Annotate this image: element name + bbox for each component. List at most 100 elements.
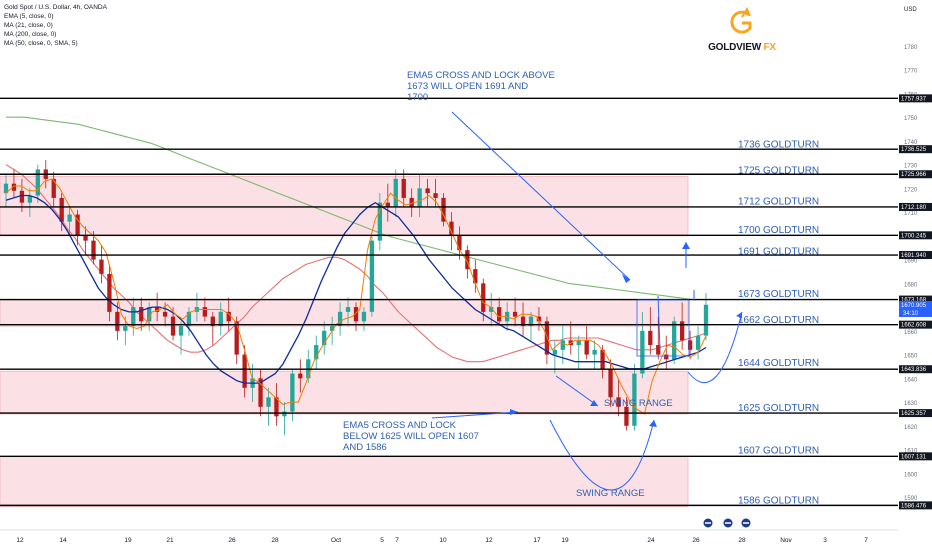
price-tag-value: 1757.937	[901, 96, 927, 102]
x-tick-label: 19	[124, 537, 132, 544]
price-tag-value: 1712.180	[901, 205, 927, 211]
symbol-title: Gold Spot / U.S. Dollar, 4h, OANDA	[4, 4, 107, 11]
indicator-ma21[interactable]: MA (21, close, 0)	[4, 22, 53, 29]
candle-body	[345, 307, 351, 312]
y-tick-label: 1610	[904, 449, 918, 455]
candle-body	[393, 178, 398, 208]
annotation-line: SWING RANGE	[576, 488, 645, 499]
zone-2	[0, 370, 689, 415]
candle-body	[624, 406, 629, 426]
level-label: 1607 GOLDTURN	[738, 446, 819, 457]
price-tag	[899, 365, 932, 374]
candle-body	[83, 235, 88, 241]
candle-body	[528, 316, 534, 327]
candle-body	[377, 202, 383, 241]
candle-body	[11, 183, 17, 191]
candle-body	[258, 378, 263, 407]
candle-body	[576, 340, 581, 346]
arrow-head	[510, 409, 518, 415]
y-axis-unit: USD	[904, 7, 917, 13]
annotation-line: 1700	[407, 92, 428, 103]
x-tick-label: 7	[395, 537, 399, 544]
candle-body	[35, 169, 40, 196]
candle-body	[298, 373, 303, 379]
price-tag	[899, 320, 932, 329]
candle-body	[687, 340, 693, 350]
level-label: 1625 GOLDTURN	[738, 403, 819, 414]
y-tick-label: 1730	[904, 164, 918, 170]
price-tag	[899, 452, 932, 461]
x-tick-label: 28	[738, 537, 746, 544]
candle-body	[632, 373, 637, 426]
candle-body	[489, 307, 494, 312]
y-tick-label: 1680	[904, 282, 918, 288]
price-tag-value: 1725.966	[901, 172, 927, 178]
x-tick-label: 14	[59, 537, 67, 544]
x-tick-label: 10	[439, 537, 447, 544]
candle-body	[75, 214, 80, 236]
price-tag	[899, 300, 932, 317]
indicator-ma200[interactable]: MA (200, close, 0)	[4, 31, 57, 38]
price-tag	[899, 231, 932, 240]
y-axis: 1590160016101620163016401650166016701680…	[904, 7, 918, 502]
ma200-layer	[6, 116, 696, 301]
x-tick-label: 7	[864, 537, 868, 544]
candle-body	[441, 197, 446, 222]
x-tick-label: 12	[16, 537, 24, 544]
level-label: 1644 GOLDTURN	[738, 358, 819, 369]
annotation-line: EMA5 CROSS AND LOCK	[343, 420, 457, 431]
candle-body	[369, 240, 375, 312]
candle-body	[664, 354, 669, 360]
indicator-legend: Gold Spot / U.S. Dollar, 4h, OANDA EMA (…	[4, 3, 107, 48]
goldview-logo: GOLDVIEW FX	[699, 5, 785, 55]
candle-body	[322, 330, 327, 346]
level-label: 1586 GOLDTURN	[738, 496, 819, 507]
candle-body	[616, 397, 621, 407]
price-tag-value: 1607.131	[901, 454, 927, 460]
y-tick-label: 1750	[904, 116, 918, 122]
candle-body	[51, 178, 56, 198]
candle-body	[170, 316, 176, 336]
price-tag	[899, 94, 932, 103]
candle-body	[178, 326, 184, 336]
candle-body	[107, 273, 112, 312]
candle-body	[242, 354, 247, 388]
candle-body	[353, 307, 359, 322]
candle-body	[131, 307, 136, 327]
x-tick-label: Oct	[331, 537, 341, 544]
annotation-line: AND 1586	[343, 442, 387, 453]
candle-body	[218, 311, 223, 327]
y-tick-label: 1630	[904, 401, 918, 407]
ma50-layer	[5, 164, 707, 363]
candle-body	[401, 178, 406, 198]
candle-body	[608, 368, 613, 398]
annotation-line: 1673 WILL OPEN 1691 AND	[407, 81, 528, 92]
candle-body	[19, 190, 25, 203]
indicator-ema5[interactable]: EMA (5, close, 0)	[4, 13, 54, 20]
price-tag-value: 1691.940	[901, 253, 927, 259]
candle-body	[282, 411, 287, 417]
annotation-line: EMA5 CROSS AND LOCK ABOVE	[407, 70, 555, 81]
annotation-line: BELOW 1625 WILL OPEN 1607	[343, 431, 479, 442]
indicator-ma50[interactable]: MA (50, close, 0, SMA, 5)	[4, 40, 78, 47]
arrow-head	[590, 400, 598, 406]
arrow-head	[649, 420, 657, 427]
zone-3	[0, 456, 689, 507]
candle-body	[139, 307, 144, 322]
y-tick-label: 1710	[904, 211, 918, 217]
candle-body	[695, 335, 701, 350]
level-label: 1662 GOLDTURN	[738, 315, 819, 326]
candle-body	[162, 311, 168, 317]
price-tag	[899, 202, 932, 211]
logo-text: GOLDVIEW FX	[699, 42, 785, 53]
y-tick-label: 1690	[904, 259, 918, 265]
y-tick-label: 1650	[904, 354, 918, 360]
price-tags-layer: 1757.937 1736.525 1725.966 1712.180 1700.245…	[899, 94, 932, 510]
level-label: 1673 GOLDTURN	[738, 289, 819, 300]
annotation-arrow	[549, 419, 655, 491]
price-tag-value: 1643.836	[901, 367, 927, 373]
annotation-arrow	[451, 111, 631, 281]
x-tick-label: 3	[823, 537, 827, 544]
